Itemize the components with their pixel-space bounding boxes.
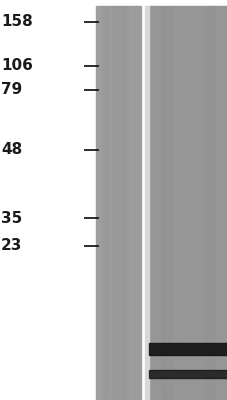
Bar bbox=[101, 6, 106, 400]
Bar bbox=[149, 6, 158, 400]
Bar bbox=[120, 6, 125, 400]
Text: 79: 79 bbox=[1, 82, 22, 98]
Bar bbox=[163, 6, 173, 400]
Bar bbox=[195, 6, 204, 400]
Bar bbox=[135, 6, 141, 400]
Text: 106: 106 bbox=[1, 58, 33, 74]
Bar bbox=[111, 6, 117, 400]
Bar bbox=[169, 6, 178, 400]
Bar bbox=[102, 6, 108, 400]
Bar bbox=[204, 6, 213, 400]
Bar bbox=[133, 6, 139, 400]
Bar bbox=[216, 6, 225, 400]
Text: 23: 23 bbox=[1, 238, 22, 254]
Bar bbox=[208, 6, 217, 400]
Bar bbox=[99, 6, 104, 400]
Bar bbox=[149, 6, 227, 400]
Bar bbox=[149, 370, 227, 378]
Text: 35: 35 bbox=[1, 210, 22, 226]
Bar bbox=[117, 6, 123, 400]
Bar bbox=[205, 6, 214, 400]
Text: 158: 158 bbox=[1, 14, 33, 30]
Bar bbox=[144, 6, 148, 400]
Bar bbox=[112, 6, 118, 400]
Bar bbox=[95, 6, 141, 400]
Bar bbox=[110, 6, 115, 400]
Bar bbox=[181, 6, 190, 400]
Bar bbox=[178, 6, 188, 400]
Bar bbox=[161, 6, 171, 400]
Bar bbox=[123, 6, 128, 400]
Bar bbox=[199, 6, 209, 400]
Bar bbox=[149, 343, 227, 355]
Text: 48: 48 bbox=[1, 142, 22, 158]
Bar bbox=[133, 6, 138, 400]
